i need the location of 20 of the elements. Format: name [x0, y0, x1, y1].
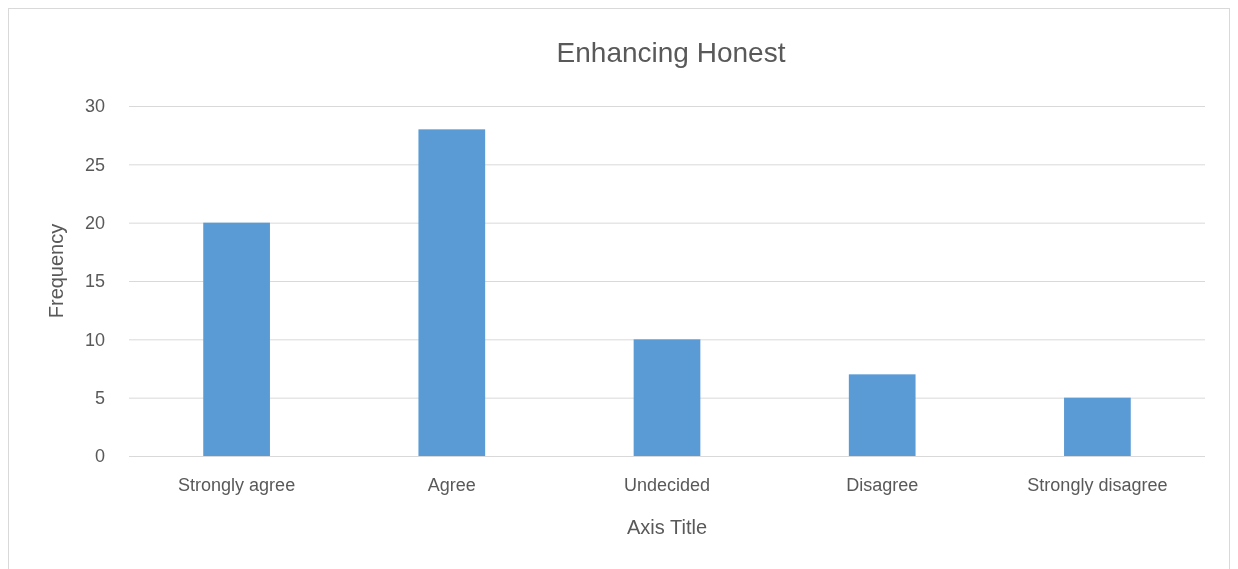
x-tick-label: Agree: [427, 474, 476, 495]
x-tick-label: Undecided: [623, 474, 711, 495]
x-tick-label: Strongly agree: [178, 474, 296, 495]
x-tick-label: Disagree: [846, 474, 919, 495]
y-tick-label: 5: [94, 387, 105, 408]
bar: [203, 222, 270, 456]
bar: [1064, 397, 1131, 456]
bar: [848, 374, 916, 456]
y-axis-title: Frequency: [45, 223, 67, 319]
bar: [418, 129, 486, 456]
y-tick-label: 30: [84, 96, 105, 117]
y-tick-label: 0: [94, 446, 105, 467]
chart-title: Enhancing Honest: [556, 37, 786, 68]
bar: [633, 339, 701, 456]
x-axis-title: Axis Title: [626, 516, 708, 538]
x-tick-label: Strongly disagree: [1027, 474, 1168, 495]
y-tick-label: 20: [84, 212, 105, 233]
y-tick-label: 25: [84, 154, 105, 175]
y-tick-label: 10: [84, 329, 105, 350]
y-tick-label: 15: [84, 271, 105, 292]
